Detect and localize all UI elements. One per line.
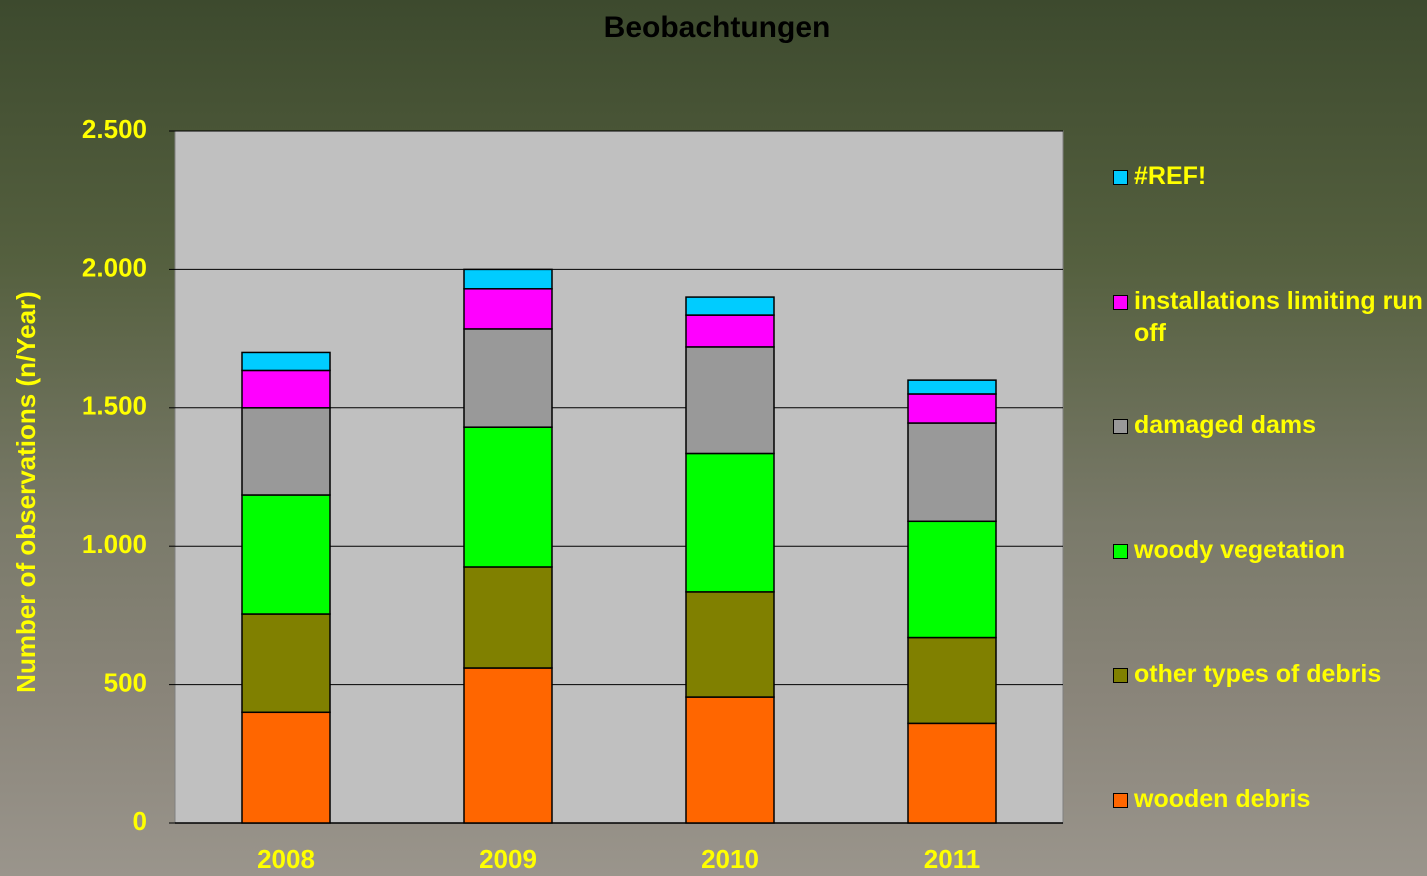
bar-segment <box>908 521 996 637</box>
legend-item: woody vegetation <box>1113 534 1423 566</box>
legend-swatch <box>1113 544 1128 559</box>
y-tick-label: 0 <box>133 806 147 836</box>
legend-item: other types of debris <box>1113 658 1423 690</box>
bar-segment <box>242 614 330 712</box>
bar-segment <box>686 347 774 454</box>
legend-swatch <box>1113 793 1128 808</box>
legend-label: damaged dams <box>1134 409 1316 441</box>
legend-swatch <box>1113 170 1128 185</box>
bar-segment <box>908 394 996 423</box>
bar-segment <box>908 723 996 823</box>
legend-item: installations limiting run off <box>1113 285 1423 349</box>
legend-item: damaged dams <box>1113 409 1423 441</box>
legend-label: installations limiting run off <box>1134 285 1423 349</box>
x-tick-label: 2009 <box>479 844 537 874</box>
bar-segment <box>686 453 774 591</box>
y-tick-label: 1.500 <box>82 391 147 421</box>
bar-segment <box>464 567 552 668</box>
legend-label: other types of debris <box>1134 658 1381 690</box>
page: Beobachtungen Number of observations (n/… <box>0 0 1427 876</box>
bar-segment <box>464 427 552 567</box>
legend-swatch <box>1113 668 1128 683</box>
x-tick-label: 2010 <box>701 844 759 874</box>
bar-segment <box>464 668 552 823</box>
bar-segment <box>464 329 552 427</box>
bar-segment <box>242 370 330 407</box>
bar-segment <box>908 423 996 521</box>
bar-segment <box>686 297 774 315</box>
legend-item: #REF! <box>1113 160 1423 192</box>
bar-segment <box>908 380 996 394</box>
bar-segment <box>686 592 774 697</box>
y-tick-label: 500 <box>104 667 147 697</box>
y-tick-label: 2.000 <box>82 252 147 282</box>
legend-swatch <box>1113 419 1128 434</box>
x-tick-label: 2008 <box>257 844 315 874</box>
bar-segment <box>242 495 330 614</box>
chart-title: Beobachtungen <box>604 11 831 44</box>
bar-segment <box>908 638 996 724</box>
y-tick-label: 1.000 <box>82 529 147 559</box>
x-tick-label: 2011 <box>924 844 980 874</box>
bar-segment <box>464 269 552 288</box>
legend-label: #REF! <box>1134 160 1206 192</box>
legend-swatch <box>1113 295 1128 310</box>
y-tick-label: 2.500 <box>82 114 147 144</box>
y-axis-label: Number of observations (n/Year) <box>11 291 41 693</box>
bar-segment <box>686 315 774 347</box>
bar-segment <box>464 289 552 329</box>
bar-segment <box>242 352 330 370</box>
legend-label: wooden debris <box>1134 783 1310 815</box>
bar-segment <box>242 712 330 823</box>
legend-label: woody vegetation <box>1134 534 1345 566</box>
legend-item: wooden debris <box>1113 783 1423 815</box>
bar-segment <box>242 408 330 495</box>
bar-segment <box>686 697 774 823</box>
